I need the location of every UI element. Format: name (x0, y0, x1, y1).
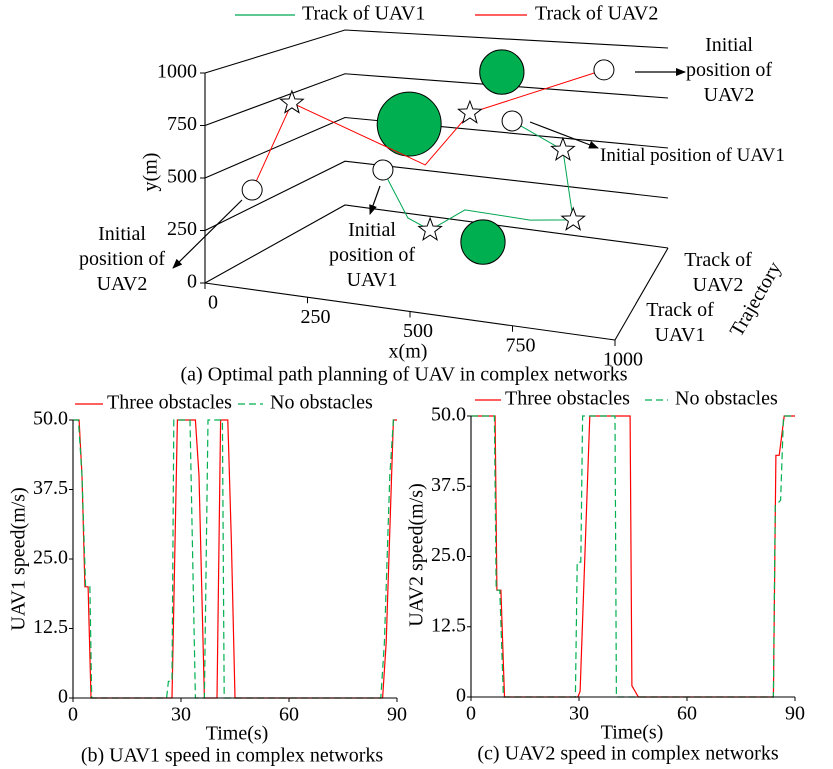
track-line (251, 69, 605, 191)
grid-line (204, 204, 669, 284)
grid-line (204, 116, 669, 179)
grid-line (204, 29, 669, 74)
x-axis-label: Time(s) (601, 722, 664, 744)
grid-line (204, 73, 669, 127)
waypoint-marker (550, 136, 576, 161)
y-tick-label: 500 (167, 166, 197, 188)
arrow (529, 121, 599, 149)
grid-line (204, 160, 669, 231)
series-line (73, 419, 397, 699)
legend-label: Three obstacles (505, 388, 630, 410)
annotation: Initial position of UAV1 (328, 219, 416, 291)
y-tick-label: 37.5 (431, 474, 466, 496)
y-axis-label: UAV2 speed(m/s) (406, 483, 428, 627)
z-tick-label: Track of UAV2 (684, 249, 752, 296)
annotation: Initial position of UAV1 (600, 145, 785, 166)
series-line (471, 415, 795, 698)
track-line (382, 120, 574, 231)
y-tick-label: 0 (187, 271, 197, 293)
x-tick-label: 500 (403, 320, 433, 342)
y-tick-label: 12.5 (33, 616, 68, 638)
y-tick-label: 250 (167, 218, 197, 240)
series-line (471, 415, 795, 698)
y-tick-label: 25.0 (33, 547, 68, 569)
x-tick-label: 30 (171, 704, 191, 726)
y-tick-label: 750 (167, 113, 197, 135)
x-tick-label: 0 (208, 292, 218, 314)
start-marker (501, 110, 523, 132)
y-tick-label: 1000 (157, 61, 197, 83)
y-tick-label: 0 (456, 685, 466, 707)
annotation: Initial position of UAV2 (685, 34, 773, 106)
legend-label: No obstacles (675, 388, 778, 410)
y-tick-label: 37.5 (33, 477, 68, 499)
annotation: Initial position of UAV2 (78, 223, 166, 295)
x-tick-label: 750 (506, 334, 536, 356)
y-tick-label: 0 (58, 686, 68, 708)
y-tick-label: 12.5 (431, 614, 466, 636)
caption: (c) UAV2 speed in complex networks (477, 743, 778, 765)
y-axis-label: UAV1 speed(m/s) (8, 487, 30, 631)
start-marker (593, 59, 615, 81)
x-tick-label: 250 (301, 306, 331, 328)
x-tick-label: 90 (785, 703, 805, 725)
x-tick-label: 90 (387, 704, 407, 726)
x-tick-label: 0 (68, 704, 78, 726)
legend-label: Track of UAV2 (535, 3, 658, 25)
y-tick-label: 25.0 (431, 544, 466, 566)
y-tick-label: 50.0 (33, 408, 68, 430)
obstacle (460, 219, 506, 265)
y-tick-label: 50.0 (431, 404, 466, 426)
legend-label: No obstacles (270, 392, 373, 414)
y-axis-label: y(m) (140, 153, 162, 192)
waypoint-marker (417, 216, 443, 241)
z-tick-label: Track of UAV1 (646, 299, 714, 346)
x-tick-label: 30 (569, 703, 589, 725)
arrow (172, 199, 243, 269)
x-axis-label: Time(s) (206, 723, 269, 745)
legend-label: Track of UAV1 (302, 3, 425, 25)
start-marker (241, 179, 263, 201)
waypoint-marker (560, 206, 586, 231)
arrow (369, 185, 381, 215)
caption: (a) Optimal path planning of UAV in comp… (181, 364, 628, 386)
caption: (b) UAV1 speed in complex networks (81, 745, 384, 767)
start-marker (372, 159, 394, 181)
waypoint-marker (457, 99, 483, 124)
x-tick-label: 60 (677, 703, 697, 725)
x-tick-label: 1000 (603, 349, 643, 371)
obstacle (376, 91, 442, 157)
waypoint-marker (279, 89, 305, 114)
x-tick-label: 0 (466, 703, 476, 725)
z-axis (614, 247, 669, 341)
series-line (73, 419, 397, 699)
legend-label: Three obstacles (107, 392, 232, 414)
obstacle (479, 49, 525, 95)
x-axis-label: x(m) (389, 341, 428, 363)
x-tick-label: 60 (279, 704, 299, 726)
